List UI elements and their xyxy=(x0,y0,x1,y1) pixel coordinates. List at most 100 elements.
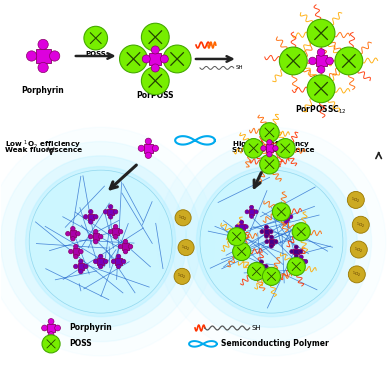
FancyBboxPatch shape xyxy=(144,144,153,153)
Circle shape xyxy=(186,156,357,327)
FancyBboxPatch shape xyxy=(249,209,255,215)
Circle shape xyxy=(160,55,168,63)
Text: Low $^1$O$_2$ efficiency: Low $^1$O$_2$ efficiency xyxy=(5,138,82,151)
Circle shape xyxy=(121,259,126,264)
FancyBboxPatch shape xyxy=(78,263,84,270)
FancyBboxPatch shape xyxy=(266,144,273,152)
Circle shape xyxy=(113,210,118,214)
Circle shape xyxy=(120,45,147,73)
Circle shape xyxy=(284,210,288,214)
FancyBboxPatch shape xyxy=(70,231,76,237)
Circle shape xyxy=(304,259,308,264)
Circle shape xyxy=(294,245,298,249)
Circle shape xyxy=(113,234,118,239)
Circle shape xyxy=(79,269,83,274)
Circle shape xyxy=(307,75,335,102)
Circle shape xyxy=(273,146,278,151)
Circle shape xyxy=(26,166,176,317)
Text: PorPOSSC$_{12}$: PorPOSSC$_{12}$ xyxy=(295,104,347,116)
FancyBboxPatch shape xyxy=(112,229,119,235)
Text: Porphyrin: Porphyrin xyxy=(69,323,112,333)
Circle shape xyxy=(69,249,73,254)
Text: $^1$O$_2$: $^1$O$_2$ xyxy=(352,269,362,279)
Circle shape xyxy=(326,57,333,65)
Circle shape xyxy=(269,235,273,239)
Circle shape xyxy=(260,123,279,142)
Text: $^1$O$_2$: $^1$O$_2$ xyxy=(177,271,187,281)
Circle shape xyxy=(50,51,60,61)
Circle shape xyxy=(118,229,123,234)
Circle shape xyxy=(352,216,369,233)
FancyBboxPatch shape xyxy=(92,234,99,240)
Circle shape xyxy=(83,264,88,269)
Circle shape xyxy=(272,203,291,221)
Circle shape xyxy=(42,325,48,331)
Circle shape xyxy=(264,225,268,229)
Circle shape xyxy=(108,215,113,219)
Circle shape xyxy=(29,170,172,313)
Circle shape xyxy=(287,258,305,275)
Circle shape xyxy=(123,250,128,254)
Circle shape xyxy=(151,46,159,54)
Circle shape xyxy=(259,269,264,273)
Circle shape xyxy=(262,267,280,285)
Circle shape xyxy=(15,156,186,327)
FancyBboxPatch shape xyxy=(47,324,55,332)
Circle shape xyxy=(175,210,191,226)
Circle shape xyxy=(89,234,93,239)
Circle shape xyxy=(157,127,386,356)
Circle shape xyxy=(264,234,268,238)
Text: Weak fluorescence: Weak fluorescence xyxy=(5,147,83,153)
Circle shape xyxy=(79,249,83,254)
Circle shape xyxy=(84,26,108,50)
Circle shape xyxy=(42,335,60,353)
FancyBboxPatch shape xyxy=(269,239,274,245)
Circle shape xyxy=(309,57,316,65)
Text: $^1$O$_2$: $^1$O$_2$ xyxy=(351,195,360,205)
Text: $^1$O$_2$: $^1$O$_2$ xyxy=(181,243,191,253)
Circle shape xyxy=(178,240,194,256)
Circle shape xyxy=(239,229,244,233)
Circle shape xyxy=(235,225,239,229)
Circle shape xyxy=(116,264,121,269)
FancyBboxPatch shape xyxy=(98,258,104,265)
Circle shape xyxy=(299,255,303,259)
Circle shape xyxy=(27,51,37,61)
Circle shape xyxy=(279,47,307,75)
Circle shape xyxy=(348,266,365,283)
Circle shape xyxy=(244,225,248,229)
Circle shape xyxy=(294,254,298,258)
Circle shape xyxy=(74,255,78,259)
FancyBboxPatch shape xyxy=(87,214,94,220)
Circle shape xyxy=(289,215,293,219)
Text: SH: SH xyxy=(236,66,243,70)
Circle shape xyxy=(138,145,144,151)
FancyBboxPatch shape xyxy=(264,229,269,235)
FancyBboxPatch shape xyxy=(284,214,289,220)
Circle shape xyxy=(103,210,108,214)
Circle shape xyxy=(123,239,128,244)
Circle shape xyxy=(1,142,201,342)
FancyBboxPatch shape xyxy=(298,259,304,264)
Circle shape xyxy=(94,239,98,244)
Circle shape xyxy=(276,139,295,158)
FancyBboxPatch shape xyxy=(293,249,299,255)
Circle shape xyxy=(295,259,299,264)
Text: POSS: POSS xyxy=(69,339,92,348)
Text: PorPOSS: PorPOSS xyxy=(136,91,174,100)
Circle shape xyxy=(83,215,88,219)
Circle shape xyxy=(48,331,54,338)
Circle shape xyxy=(248,263,266,280)
Circle shape xyxy=(142,67,169,95)
Circle shape xyxy=(79,259,83,264)
Circle shape xyxy=(260,230,264,234)
Circle shape xyxy=(299,264,303,268)
Circle shape xyxy=(74,264,78,269)
Circle shape xyxy=(245,210,249,214)
Circle shape xyxy=(99,234,103,239)
Text: High $^1$O$_2$ efficiency: High $^1$O$_2$ efficiency xyxy=(232,138,310,151)
Circle shape xyxy=(71,226,75,231)
Circle shape xyxy=(103,259,108,264)
FancyBboxPatch shape xyxy=(259,264,264,269)
Circle shape xyxy=(108,229,113,234)
